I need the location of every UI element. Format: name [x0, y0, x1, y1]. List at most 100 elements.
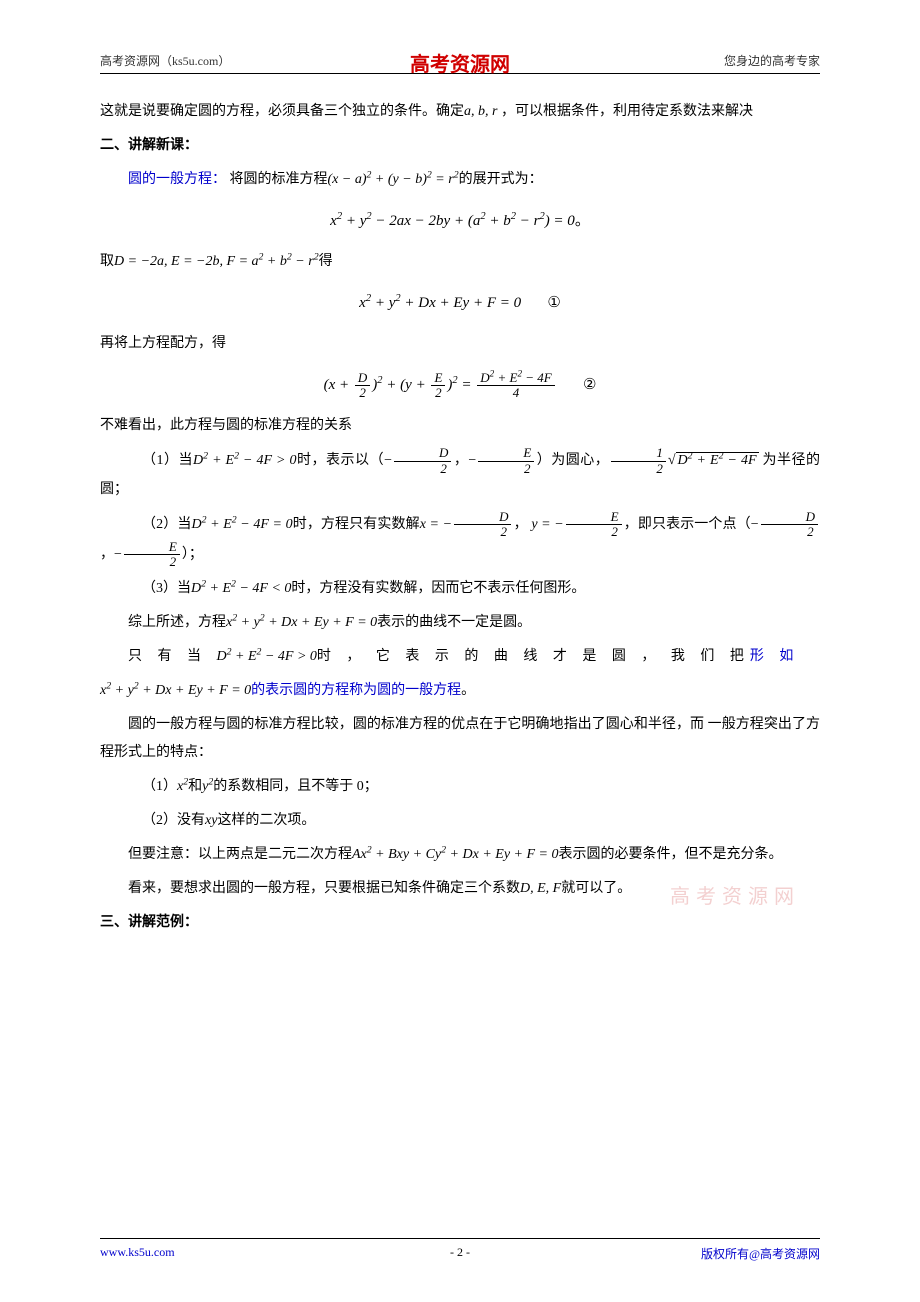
- text: 这就是说要确定圆的方程，必须具备三个独立的条件。确定: [100, 104, 464, 119]
- den: 2: [394, 462, 451, 476]
- text: 这样的二次项。: [217, 813, 315, 828]
- neg: −: [751, 517, 759, 532]
- page-footer: www.ks5u.com - 2 - 版权所有@高考资源网: [100, 1238, 820, 1262]
- feature-1: （1）x2和y2的系数相同，且不等于 0；: [100, 773, 820, 801]
- num: E: [124, 540, 180, 555]
- xy: xy: [205, 813, 217, 828]
- math-abr: a, b, r: [464, 104, 497, 119]
- num: D: [355, 371, 370, 386]
- text: 综上所述，方程: [128, 615, 226, 630]
- substitution: 取D = −2a, E = −2b, F = a2 + b2 − r2得: [100, 248, 820, 276]
- comparison: 圆的一般方程与圆的标准方程比较，圆的标准方程的优点在于它明确地指出了圆心和半径，…: [100, 711, 820, 767]
- text: ）；: [182, 547, 203, 562]
- text: （3）当: [142, 581, 191, 596]
- cond: D2 + E2 − 4F < 0: [191, 581, 291, 596]
- num: D: [761, 510, 818, 525]
- period: 。: [461, 683, 475, 698]
- text: ，可以根据条件，利用待定系数法来解决: [497, 104, 753, 119]
- equation-1: x2 + y2 + Dx + Ey + F = 0 ①: [100, 288, 820, 318]
- text: 只 有 当: [128, 649, 217, 664]
- page-number: - 2 -: [450, 1245, 470, 1260]
- den: 2: [355, 386, 370, 400]
- text: 表示的曲线不一定是圆。: [377, 615, 531, 630]
- feature-2: （2）没有xy这样的二次项。: [100, 807, 820, 835]
- text: ，即只表示一个点（: [624, 517, 751, 532]
- text: （2）没有: [142, 813, 205, 828]
- num: E: [431, 371, 445, 386]
- den: 2: [431, 386, 445, 400]
- num: E: [566, 510, 622, 525]
- case-3: （3）当D2 + E2 − 4F < 0时，方程没有实数解，因而它不表示任何图形…: [100, 575, 820, 603]
- summary: 综上所述，方程x2 + y2 + Dx + Ey + F = 0表示的曲线不一定…: [100, 609, 820, 637]
- complete-square-text: 再将上方程配方，得: [100, 330, 820, 358]
- blue-text: 形 如: [750, 649, 800, 664]
- y2: y2: [202, 779, 213, 794]
- den: 2: [124, 555, 180, 569]
- header-brand: 高考资源网: [410, 48, 510, 77]
- sqrt: D2 + E2 − 4F: [676, 452, 759, 468]
- case-1: （1）当D2 + E2 − 4F > 0时，表示以（−D2，−E2）为圆心，12…: [100, 446, 820, 504]
- case-2: （2）当D2 + E2 − 4F = 0时，方程只有实数解x = −D2， y …: [100, 510, 820, 569]
- text: 时，方程没有实数解，因而它不表示任何图形。: [291, 581, 585, 596]
- section-2-heading: 二、讲解新课：: [100, 132, 820, 160]
- text: 得: [319, 254, 333, 269]
- general-eq: x2 + y2 + Dx + Ey + F = 0: [226, 615, 377, 630]
- text: （1）当: [142, 453, 193, 468]
- text: 的展开式为：: [459, 172, 543, 187]
- text: 时，方程只有实数解: [293, 517, 420, 532]
- text: 表示圆的必要条件，但不是充分条。: [559, 847, 783, 862]
- den: 2: [478, 462, 534, 476]
- text: 时 ， 它 表 示 的 曲 线 才 是 圆 ， 我 们 把: [317, 649, 750, 664]
- page-header: 高考资源网（ks5u.com） 高考资源网 您身边的高考专家: [100, 52, 820, 74]
- text: 的系数相同，且不等于 0；: [213, 779, 378, 794]
- equation-2: (x + D2)2 + (y + E2)2 = D2 + E2 − 4F4 ②: [100, 370, 820, 400]
- section-3-heading: 三、讲解范例：: [100, 909, 820, 937]
- num: 1: [611, 446, 666, 461]
- cond: D2 + E2 − 4F > 0: [217, 649, 317, 664]
- neg: −: [468, 453, 476, 468]
- text: （1）: [142, 779, 177, 794]
- general-eq-intro: 圆的一般方程： 将圆的标准方程(x − a)2 + (y − b)2 = r2的…: [100, 166, 820, 194]
- den: 2: [454, 525, 511, 539]
- den: 4: [477, 386, 554, 400]
- note: 但要注意：以上两点是二元二次方程Ax2 + Bxy + Cy2 + Dx + E…: [100, 841, 820, 869]
- general-eq-blue: x2 + y2 + Dx + Ey + F = 0: [100, 683, 251, 698]
- y-eq: y = −: [531, 517, 563, 532]
- document-body: 这就是说要确定圆的方程，必须具备三个独立的条件。确定a, b, r ，可以根据条…: [100, 98, 820, 937]
- text: 时，表示以（: [297, 453, 385, 468]
- cond: D2 + E2 − 4F = 0: [191, 517, 292, 532]
- only-when: 只 有 当 D2 + E2 − 4F > 0时 ， 它 表 示 的 曲 线 才 …: [100, 643, 820, 671]
- conclusion: 看来，要想求出圆的一般方程，只要根据已知条件确定三个系数D, E, F就可以了。: [100, 875, 820, 903]
- footer-url: www.ks5u.com: [100, 1245, 175, 1262]
- header-left: 高考资源网（ks5u.com）: [100, 52, 230, 69]
- num: D2 + E2 − 4F: [477, 371, 554, 386]
- comma: ，: [513, 517, 527, 532]
- blue-text: 的表示圆的方程称为圆的一般方程: [251, 683, 461, 698]
- cond: D2 + E2 − 4F > 0: [193, 453, 296, 468]
- def-coeffs: D, E, F: [520, 881, 561, 896]
- general-conic: Ax2 + Bxy + Cy2 + Dx + Ey + F = 0: [352, 847, 559, 862]
- intro-paragraph: 这就是说要确定圆的方程，必须具备三个独立的条件。确定a, b, r ，可以根据条…: [100, 98, 820, 126]
- relation-text: 不难看出，此方程与圆的标准方程的关系: [100, 412, 820, 440]
- equation-expanded: x2 + y2 − 2ax − 2by + (a2 + b2 − r2) = 0…: [100, 206, 820, 236]
- only-when-2: x2 + y2 + Dx + Ey + F = 0的表示圆的方程称为圆的一般方程…: [100, 677, 820, 705]
- blue-label: 圆的一般方程：: [128, 172, 226, 187]
- header-right: 您身边的高考专家: [724, 52, 820, 69]
- text: 和: [188, 779, 202, 794]
- text: 取: [100, 254, 114, 269]
- text: 看来，要想求出圆的一般方程，只要根据已知条件确定三个系数: [128, 881, 520, 896]
- neg: −: [114, 547, 122, 562]
- neg: −: [384, 453, 392, 468]
- text: 将圆的标准方程: [226, 172, 328, 187]
- num: E: [478, 446, 534, 461]
- text: 但要注意：以上两点是二元二次方程: [128, 847, 352, 862]
- den: 2: [611, 462, 666, 476]
- den: 2: [761, 525, 818, 539]
- x2: x2: [177, 779, 188, 794]
- comma: ，: [100, 547, 114, 562]
- text: 就可以了。: [561, 881, 631, 896]
- standard-form: (x − a)2 + (y − b)2 = r2: [328, 172, 459, 187]
- text: （2）当: [142, 517, 191, 532]
- text: ）为圆心，: [536, 453, 609, 468]
- num: D: [394, 446, 451, 461]
